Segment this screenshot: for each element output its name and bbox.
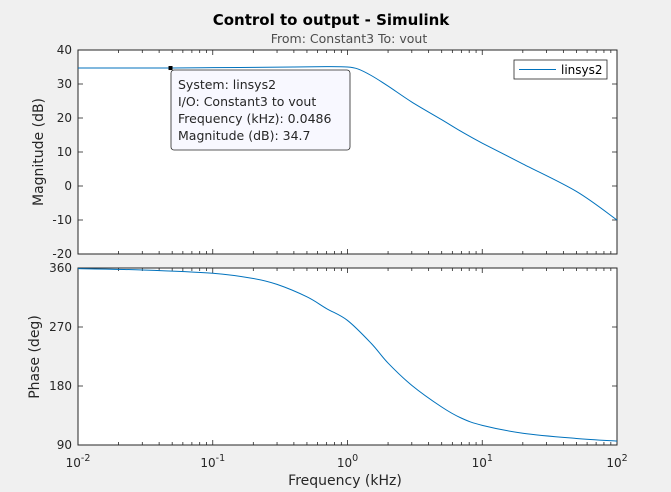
- y-tick-label: 270: [49, 320, 72, 334]
- y-tick-label: 360: [49, 261, 72, 275]
- y-tick-label: 90: [57, 438, 72, 452]
- legend-box: [513, 59, 608, 80]
- y-tick-label: 180: [49, 379, 72, 393]
- magnitude-ylabel: Magnitude (dB): [31, 98, 47, 206]
- y-tick-label: -10: [52, 213, 72, 227]
- y-tick-label: 10: [57, 145, 72, 159]
- datatip-magnitude: Magnitude (dB): 34.7: [178, 128, 310, 143]
- y-tick-label: -20: [52, 247, 72, 261]
- phase-axes[interactable]: [77, 267, 618, 446]
- phase-curve-linsys2[interactable]: [77, 268, 618, 442]
- phase-ylabel: Phase (deg): [27, 315, 43, 399]
- curves: [77, 66, 618, 442]
- x-tick-label: 10-2: [66, 453, 91, 470]
- datatip-system: System: linsys2: [178, 77, 276, 92]
- y-tick-label: 40: [57, 43, 72, 57]
- y-tick-label: 30: [57, 77, 72, 91]
- datatip[interactable]: System: linsys2 I/O: Constant3 to vout F…: [168, 66, 351, 151]
- datatip-io: I/O: Constant3 to vout: [178, 94, 316, 109]
- chart-subtitle: From: Constant3 To: vout: [271, 31, 428, 46]
- x-tick-label: 101: [472, 453, 493, 470]
- x-tick-label: 100: [337, 453, 358, 470]
- x-tick-label: 10-1: [200, 453, 225, 470]
- axis-ticks: 10-2 10-1 100 101 102403020100-10-2036027018…: [49, 43, 628, 470]
- y-tick-label: 0: [64, 179, 72, 193]
- datatip-marker[interactable]: [168, 66, 173, 71]
- x-axis-label: Frequency (kHz): [288, 473, 402, 489]
- y-tick-label: 20: [57, 111, 72, 125]
- datatip-frequency: Frequency (kHz): 0.0486: [178, 111, 331, 126]
- datatip-box: [170, 69, 351, 151]
- legend[interactable]: linsys2: [513, 59, 608, 80]
- legend-entry-linsys2: linsys2: [561, 63, 603, 77]
- x-tick-label: 102: [606, 453, 627, 470]
- magnitude-curve-linsys2[interactable]: [78, 66, 618, 221]
- chart-title: Control to output - Simulink: [213, 11, 451, 29]
